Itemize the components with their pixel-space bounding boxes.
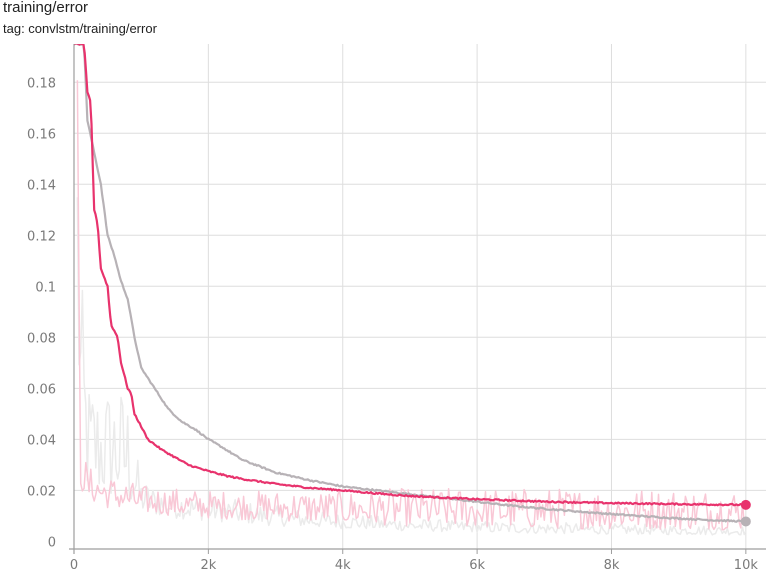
x-tick-label: 8k xyxy=(604,558,620,570)
y-tick-label: 0.08 xyxy=(27,331,56,346)
y-tick-label: 0.1 xyxy=(35,280,56,295)
pink-smoothed-series-line xyxy=(74,44,747,507)
y-tick-label: 0.12 xyxy=(27,229,56,244)
chart-title: training/error xyxy=(3,0,89,16)
y-tick-label: 0.06 xyxy=(27,382,56,397)
plot-area xyxy=(74,44,747,536)
y-tick-label: 0.04 xyxy=(27,433,56,448)
y-tick-label: 0 xyxy=(48,535,56,550)
y-tick-label: 0.02 xyxy=(27,484,56,499)
grid-lines xyxy=(74,44,766,549)
y-tick-label: 0.18 xyxy=(27,76,56,91)
pink-raw-series-line xyxy=(76,80,747,531)
x-tick-label: 4k xyxy=(335,558,351,570)
x-tick-label: 10k xyxy=(734,558,759,570)
pink-last-value-marker xyxy=(740,499,751,510)
last-value-markers xyxy=(740,499,751,527)
x-tick-label: 6k xyxy=(469,558,485,570)
gray-last-value-marker xyxy=(740,516,751,527)
y-tick-label: 0.14 xyxy=(27,178,56,193)
axes: 0 0.02 0.04 0.06 0.08 0.1 0.12 0.14 0.16 0.18 0 2k 4… xyxy=(27,44,766,570)
y-tick-label: 0.16 xyxy=(27,127,56,142)
x-tick-label: 0 xyxy=(70,558,78,570)
gray-raw-series-line xyxy=(76,197,747,536)
chart-subtitle: tag: convlstm/training/error xyxy=(3,21,157,36)
gray-smoothed-series-line xyxy=(74,44,747,524)
x-tick-label: 2k xyxy=(200,558,216,570)
